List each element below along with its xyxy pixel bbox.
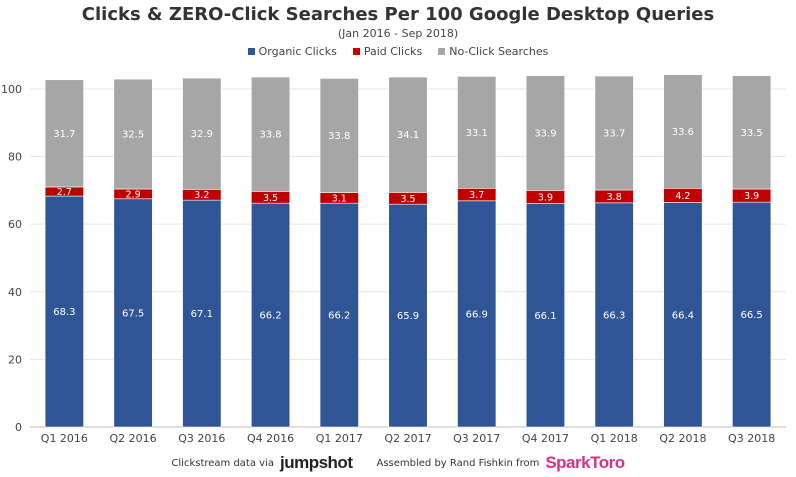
data-label: 68.3 [53,307,75,318]
legend-swatch-noclick [438,48,446,55]
legend-label-noclick: No-Click Searches [449,45,549,58]
chart-subtitle: (Jan 2016 - Sep 2018) [337,27,459,40]
y-tick-label: 40 [8,286,22,299]
bar-segment [251,76,291,192]
bar-segment [594,202,634,428]
bar-segment [525,203,565,428]
bar-segment [319,78,359,194]
bar-segment [319,202,359,428]
data-label: 66.1 [534,311,556,322]
data-label: 33.6 [672,127,694,138]
legend-label-paid: Paid Clicks [363,45,423,58]
bar-segment [388,76,428,193]
data-label: 66.3 [603,310,625,321]
y-tick-label: 100 [1,83,22,96]
data-label: 66.4 [672,310,694,321]
data-label: 33.8 [328,131,350,142]
data-label: 33.1 [466,128,488,139]
data-label: 3.5 [263,193,278,204]
legend-label-organic: Organic Clicks [258,45,337,58]
x-tick-label: Q2 2018 [659,432,706,445]
legend-item-paid: Paid Clicks [352,45,423,58]
data-label: 33.5 [741,128,763,139]
data-label: 33.7 [603,129,625,140]
x-tick-label: Q2 2017 [384,432,431,445]
bar-segment [44,195,84,428]
y-tick-label: 0 [15,421,22,434]
y-tick-label: 60 [8,218,22,231]
data-label: 3.1 [332,193,347,204]
bar-segment [44,79,84,188]
bar-segment [732,201,772,428]
data-label: 3.8 [607,192,622,203]
y-tick-label: 80 [8,151,22,164]
x-tick-label: Q1 2018 [591,432,638,445]
x-tick-label: Q2 2016 [110,432,157,445]
data-label: 33.9 [534,129,556,140]
bar-segment [457,76,497,189]
bar-segment [113,78,153,190]
sparktoro-logo: SparkToro [545,453,625,472]
bar-segment [113,198,153,428]
x-tick-label: Q3 2017 [453,432,500,445]
data-label: 66.2 [328,311,350,322]
legend-swatch-organic [247,48,255,55]
y-tick-label: 20 [8,353,22,366]
legend-swatch-paid [352,48,360,55]
x-tick-label: Q4 2016 [247,432,294,445]
bar-segment [182,199,222,428]
data-label: 67.1 [191,309,213,320]
x-tick-label: Q3 2016 [178,432,225,445]
data-label: 65.9 [397,311,419,322]
jumpshot-logo: jumpshot [279,453,353,472]
data-label: 66.2 [259,311,281,322]
chart-footer: Clickstream data via jumpshot Assembled … [0,453,796,473]
data-label: 3.7 [469,190,484,201]
data-label: 3.5 [400,194,415,205]
bar-segment [663,202,703,428]
data-label: 2.9 [126,189,141,200]
bar-segment [388,203,428,428]
clickstream-text: Clickstream data via [171,457,274,469]
data-label: 66.9 [466,309,488,320]
data-label: 33.8 [259,130,281,141]
chart-title: Clicks & ZERO-Click Searches Per 100 Goo… [81,4,715,25]
data-label: 4.2 [675,191,690,202]
data-label: 32.9 [191,129,213,140]
x-tick-label: Q1 2017 [316,432,363,445]
data-label: 31.7 [53,129,75,140]
x-tick-label: Q3 2018 [728,432,775,445]
legend-item-organic: Organic Clicks [247,45,337,58]
data-label: 3.9 [744,191,759,202]
bar-segment [663,74,703,189]
stacked-bar-chart: 0 20 40 60 80 100 68.3 2.7 31.7 Q1 2016 67.5 2.9 32.… [1,74,786,445]
data-label: 32.5 [122,130,144,141]
bar-segment [457,200,497,428]
chart-legend: Organic Clicks Paid Clicks No-Click Sear… [0,45,796,58]
bar-segment [525,75,565,191]
assembled-text: Assembled by Rand Fishkin from [376,457,540,469]
data-label: 2.7 [57,187,72,198]
bar-segment [594,75,634,191]
data-label: 3.9 [538,192,553,203]
data-label: 66.5 [741,310,763,321]
data-label: 67.5 [122,308,144,319]
x-tick-label: Q1 2016 [41,432,88,445]
bar-segment [732,75,772,190]
x-tick-label: Q4 2017 [522,432,569,445]
bar-segment [251,202,291,428]
legend-item-noclick: No-Click Searches [438,45,548,58]
data-label: 3.2 [194,190,209,201]
data-label: 34.1 [397,130,419,141]
bar-segment [182,77,222,190]
